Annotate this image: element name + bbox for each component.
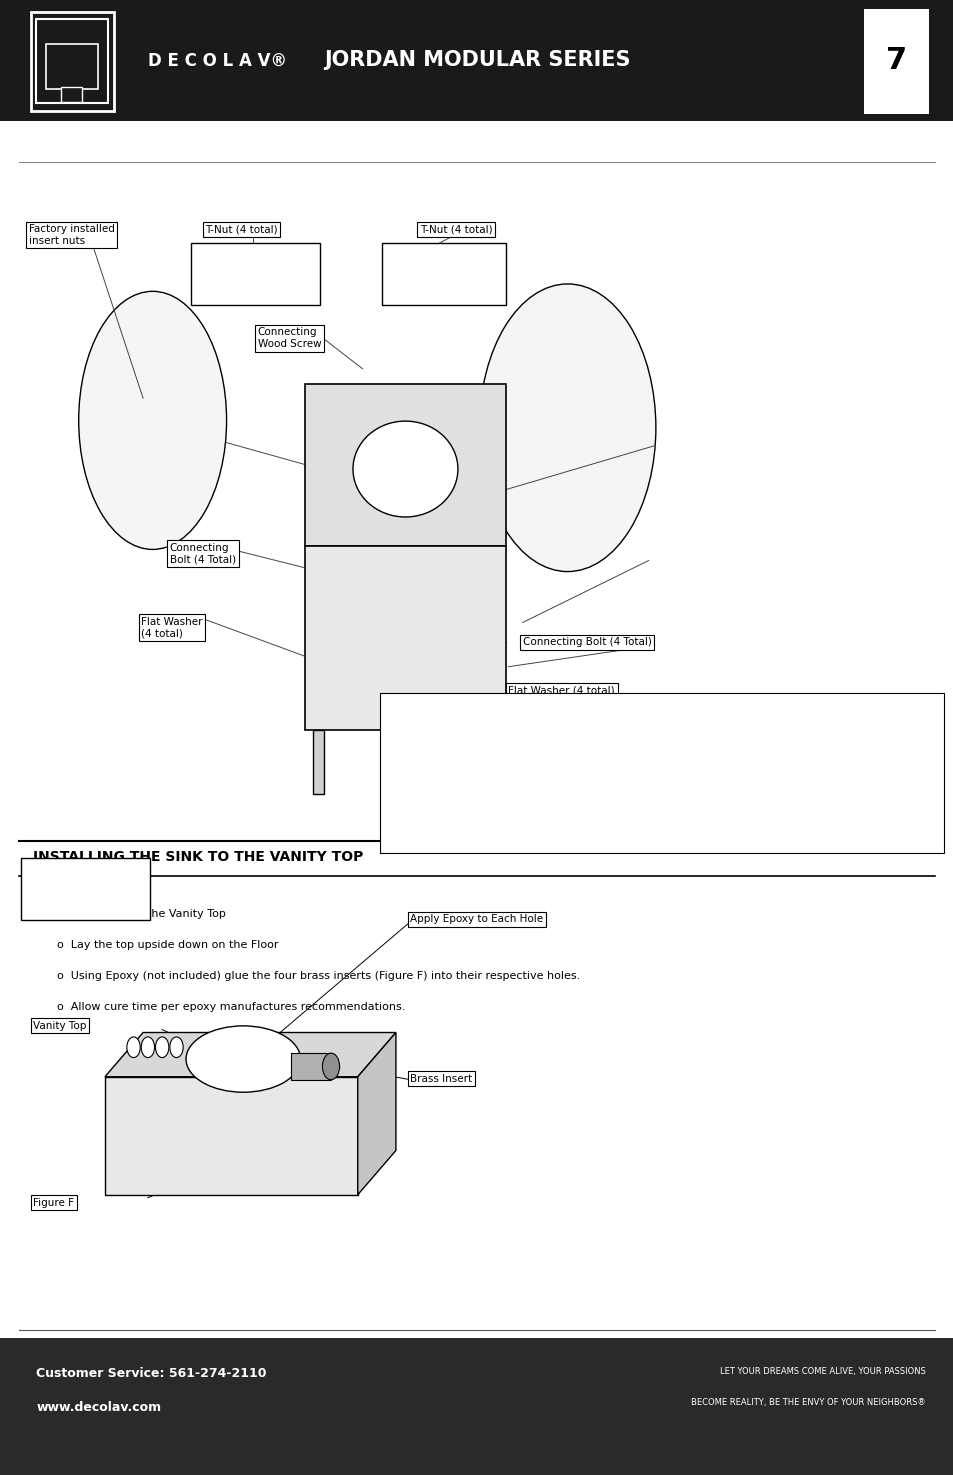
- Text: Brass Insert: Brass Insert: [410, 1074, 472, 1084]
- Polygon shape: [357, 1032, 395, 1195]
- Text: Connecting
Bolt (4 Total): Connecting Bolt (4 Total): [170, 543, 235, 565]
- Text: BECOME REALITY, BE THE ENVY OF YOUR NEIGHBORS®: BECOME REALITY, BE THE ENVY OF YOUR NEIG…: [690, 1398, 924, 1407]
- Circle shape: [127, 1037, 140, 1058]
- Text: Flat Washer
(4 total): Flat Washer (4 total): [141, 617, 202, 639]
- Polygon shape: [105, 1032, 395, 1077]
- Text: Figure F: Figure F: [33, 1198, 74, 1208]
- Circle shape: [170, 1037, 183, 1058]
- Text: Factory installed
insert nuts: Factory installed insert nuts: [29, 224, 114, 246]
- Text: 7: 7: [885, 46, 906, 75]
- Ellipse shape: [353, 422, 457, 518]
- FancyBboxPatch shape: [291, 1053, 331, 1080]
- Text: o  Using Epoxy (not included) glue the four brass inserts (Figure F) into their : o Using Epoxy (not included) glue the fo…: [57, 971, 579, 981]
- Bar: [305, 546, 505, 730]
- Text: T-Nut (4 total): T-Nut (4 total): [419, 224, 492, 235]
- FancyBboxPatch shape: [21, 858, 150, 920]
- Circle shape: [155, 1037, 169, 1058]
- Text: Customer Service: 561-274-2110: Customer Service: 561-274-2110: [36, 1367, 267, 1381]
- Text: Apply Epoxy to Each Hole: Apply Epoxy to Each Hole: [410, 914, 543, 925]
- Text: D E C O L A V®: D E C O L A V®: [148, 52, 287, 69]
- Bar: [305, 384, 505, 546]
- FancyBboxPatch shape: [61, 87, 82, 102]
- FancyBboxPatch shape: [0, 1338, 953, 1475]
- Ellipse shape: [478, 283, 655, 571]
- Text: Flat Washer (4 total): Flat Washer (4 total): [508, 686, 615, 696]
- Text: o  The Sink and the Vanity Top: o The Sink and the Vanity Top: [57, 909, 226, 919]
- Text: There are 2 holes on each end panel of the
vaity.   The holes are bored half way: There are 2 holes on each end panel of t…: [395, 714, 618, 792]
- Bar: [486, 730, 497, 794]
- Text: Connecting Bolt (4 Total): Connecting Bolt (4 Total): [522, 637, 651, 648]
- FancyBboxPatch shape: [36, 19, 108, 103]
- Polygon shape: [105, 1077, 357, 1195]
- Text: LET YOUR DREAMS COME ALIVE, YOUR PASSIONS: LET YOUR DREAMS COME ALIVE, YOUR PASSION…: [719, 1367, 924, 1376]
- FancyBboxPatch shape: [379, 693, 943, 853]
- Text: INSTALLING THE SINK TO THE VANITY TOP: INSTALLING THE SINK TO THE VANITY TOP: [33, 850, 363, 863]
- FancyBboxPatch shape: [46, 44, 98, 88]
- Circle shape: [322, 1053, 339, 1080]
- Ellipse shape: [78, 291, 227, 549]
- Text: JORDAN MODULAR SERIES: JORDAN MODULAR SERIES: [323, 50, 630, 71]
- Ellipse shape: [186, 1027, 300, 1092]
- Bar: [381, 243, 505, 305]
- Circle shape: [141, 1037, 154, 1058]
- Text: o  Allow cure time per epoxy manufactures recommendations.: o Allow cure time per epoxy manufactures…: [57, 1002, 405, 1012]
- Text: www.decolav.com: www.decolav.com: [36, 1401, 161, 1415]
- FancyBboxPatch shape: [863, 9, 928, 114]
- Text: Vanity Top: Vanity Top: [33, 1021, 87, 1031]
- Bar: [313, 730, 324, 794]
- Bar: [191, 243, 319, 305]
- Text: o  Lay the top upside down on the Floor: o Lay the top upside down on the Floor: [57, 940, 278, 950]
- Text: T-Nut (4 total): T-Nut (4 total): [205, 224, 277, 235]
- FancyBboxPatch shape: [0, 0, 953, 121]
- FancyBboxPatch shape: [30, 12, 114, 111]
- Text: Connecting
Wood Screw: Connecting Wood Screw: [257, 327, 321, 350]
- Text: Step #1: Step #1: [38, 882, 94, 894]
